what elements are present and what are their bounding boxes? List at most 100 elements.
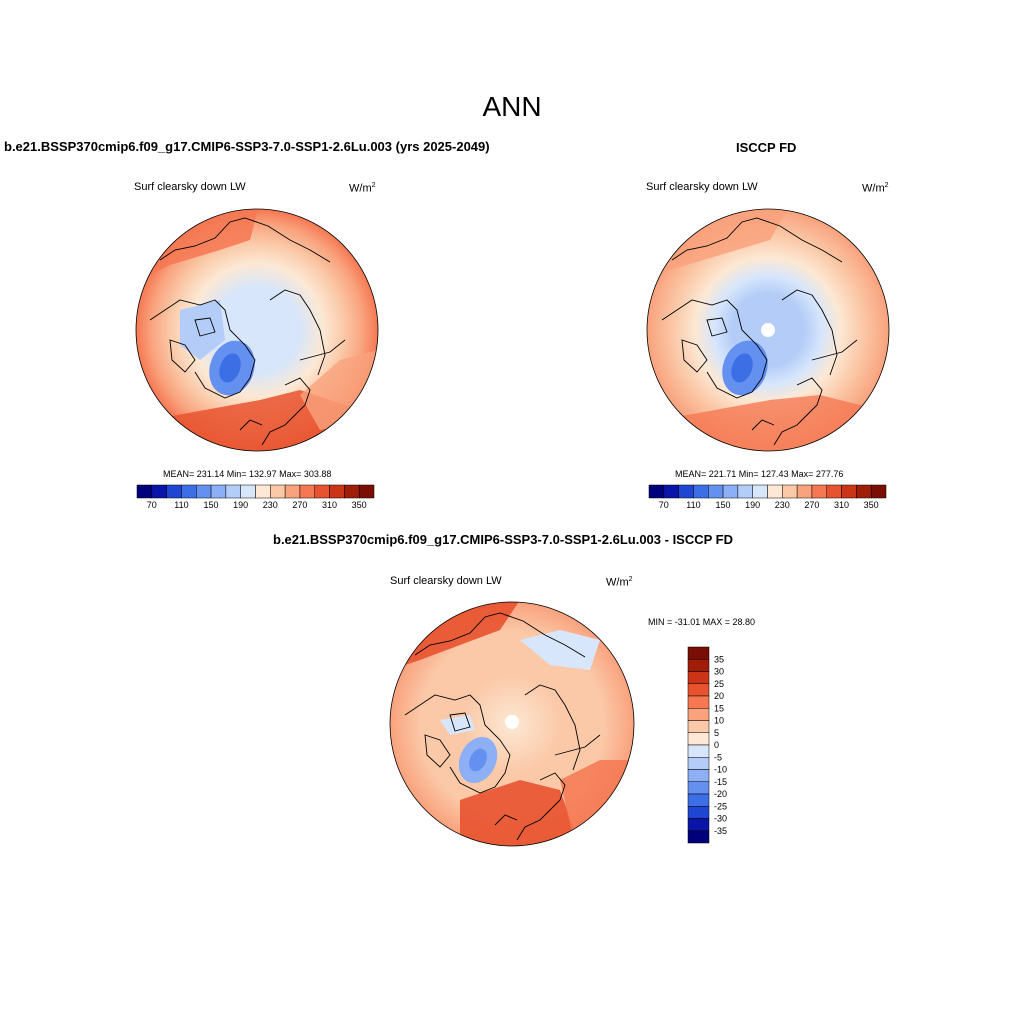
diff-units-label: W/m2 [606, 576, 633, 589]
obs-map [646, 208, 890, 452]
model-colorbar-swatch [314, 484, 330, 499]
model-colorbar-tick-label: 70 [147, 500, 157, 510]
obs-panel-header: ISCCP FD [736, 140, 797, 155]
obs-variable-label: Surf clearsky down LW [646, 181, 758, 193]
diff-colorbar-swatch [687, 695, 710, 709]
diff-colorbar-swatch [687, 683, 710, 697]
obs-colorbar-tick-label: 350 [864, 500, 879, 510]
diff-colorbar-tick-label: -20 [714, 789, 727, 799]
diff-colorbar-tick-label: -25 [714, 801, 727, 811]
obs-colorbar-swatch [708, 484, 724, 499]
obs-colorbar-swatch [737, 484, 753, 499]
diff-colorbar-swatch [687, 671, 710, 684]
diff-colorbar-tick-label: 5 [714, 728, 719, 738]
model-colorbar-swatch [166, 484, 182, 499]
obs-colorbar-tick-label: 230 [775, 500, 790, 510]
obs-colorbar-swatch [767, 484, 783, 499]
diff-colorbar-tick-label: -15 [714, 777, 727, 787]
diff-stats-label: MIN = -31.01 MAX = 28.80 [648, 617, 756, 627]
model-colorbar-swatch [284, 484, 301, 499]
diff-colorbar-swatch [687, 744, 710, 758]
model-colorbar-tick-label: 310 [322, 500, 337, 510]
main-title: ANN [482, 91, 542, 122]
model-colorbar-tick-label: 230 [263, 500, 278, 510]
model-colorbar-swatch [225, 484, 241, 499]
obs-colorbar-tick-label: 110 [686, 500, 700, 510]
diff-colorbar-swatch [687, 830, 710, 844]
obs-colorbar-swatch [811, 484, 827, 499]
diff-colorbar-swatch [687, 793, 710, 807]
model-stats-label: MEAN= 231.14 Min= 132.97 Max= 303.88 [163, 469, 332, 479]
diff-map [389, 601, 635, 847]
obs-colorbar-tick-label: 70 [659, 500, 669, 510]
model-colorbar-tick-label: 150 [204, 500, 219, 510]
model-colorbar-swatch [181, 484, 197, 499]
diff-colorbar-tick-label: 15 [714, 703, 724, 713]
obs-colorbar-tick-label: 310 [834, 500, 849, 510]
obs-colorbar-swatch [722, 484, 739, 499]
obs-colorbar-swatch [782, 484, 798, 499]
diff-colorbar-swatch [687, 806, 710, 819]
obs-units-label: W/m2 [862, 182, 889, 195]
diff-colorbar-tick-label: 20 [714, 691, 724, 701]
diff-colorbar-swatch [687, 781, 710, 795]
model-colorbar-swatch [358, 484, 375, 499]
model-units-label: W/m2 [349, 182, 376, 195]
model-colorbar-swatch [240, 484, 256, 499]
model-variable-label: Surf clearsky down LW [134, 181, 246, 193]
diff-colorbar-tick-label: -5 [714, 752, 722, 762]
model-panel-header: b.e21.BSSP370cmip6.f09_g17.CMIP6-SSP3-7.… [4, 139, 490, 154]
diff-colorbar-tick-label: 25 [714, 679, 724, 689]
obs-colorbar-swatch [752, 484, 768, 499]
diff-pole-gap [505, 715, 519, 729]
diff-variable-label: Surf clearsky down LW [390, 575, 502, 587]
diff-colorbar-tick-label: 10 [714, 716, 724, 726]
obs-colorbar-tick-label: 190 [745, 500, 760, 510]
model-colorbar-tick-label: 350 [352, 500, 367, 510]
diff-colorbar-swatch [687, 720, 710, 733]
obs-stats-label: MEAN= 221.71 Min= 127.43 Max= 277.76 [675, 469, 844, 479]
diff-colorbar-tick-label: -30 [714, 814, 727, 824]
model-colorbar-swatch [151, 484, 167, 499]
diff-colorbar-swatch [687, 732, 710, 746]
diff-colorbar-swatch [687, 757, 710, 770]
obs-colorbar-swatch [796, 484, 813, 499]
obs-colorbar-tick-label: 270 [804, 500, 819, 510]
diff-colorbar: 35 30 25 20 15 10 5 0 -5 -10 -15 -20 -25 -30 -35 [687, 646, 727, 844]
model-colorbar-tick-label: 190 [233, 500, 248, 510]
obs-colorbar: 70 110 150 190 230 270 310 350 [648, 484, 887, 510]
diff-colorbar-swatch [687, 659, 710, 672]
obs-colorbar-swatch [856, 484, 872, 499]
diff-colorbar-swatch [687, 818, 710, 831]
diff-colorbar-swatch [687, 769, 710, 782]
obs-colorbar-swatch [826, 484, 842, 499]
model-colorbar-swatch [270, 484, 286, 499]
obs-colorbar-swatch [678, 484, 694, 499]
diff-panel-header: b.e21.BSSP370cmip6.f09_g17.CMIP6-SSP3-7.… [273, 532, 734, 547]
obs-colorbar-swatch [663, 484, 679, 499]
diff-colorbar-tick-label: 35 [714, 654, 724, 664]
model-colorbar-swatch [299, 484, 315, 499]
model-colorbar-swatch [196, 484, 212, 499]
diff-colorbar-tick-label: 0 [714, 740, 719, 750]
model-colorbar-swatch [329, 484, 345, 499]
model-colorbar-swatch [210, 484, 227, 499]
obs-colorbar-swatch [648, 484, 665, 499]
diff-colorbar-tick-label: -10 [714, 765, 727, 775]
model-colorbar: 70 110 150 190 230 270 310 350 [136, 484, 375, 510]
obs-colorbar-swatch [693, 484, 709, 499]
obs-pole-gap [761, 323, 775, 337]
model-colorbar-tick-label: 110 [174, 500, 188, 510]
diff-colorbar-swatch [687, 646, 710, 660]
obs-colorbar-tick-label: 150 [716, 500, 731, 510]
obs-colorbar-swatch [841, 484, 857, 499]
diff-colorbar-tick-label: 30 [714, 667, 724, 677]
model-map [135, 208, 379, 452]
model-colorbar-swatch [136, 484, 153, 499]
model-colorbar-swatch [255, 484, 271, 499]
model-colorbar-tick-label: 270 [292, 500, 307, 510]
model-colorbar-swatch [344, 484, 360, 499]
obs-colorbar-swatch [870, 484, 887, 499]
diff-colorbar-tick-label: -35 [714, 826, 727, 836]
